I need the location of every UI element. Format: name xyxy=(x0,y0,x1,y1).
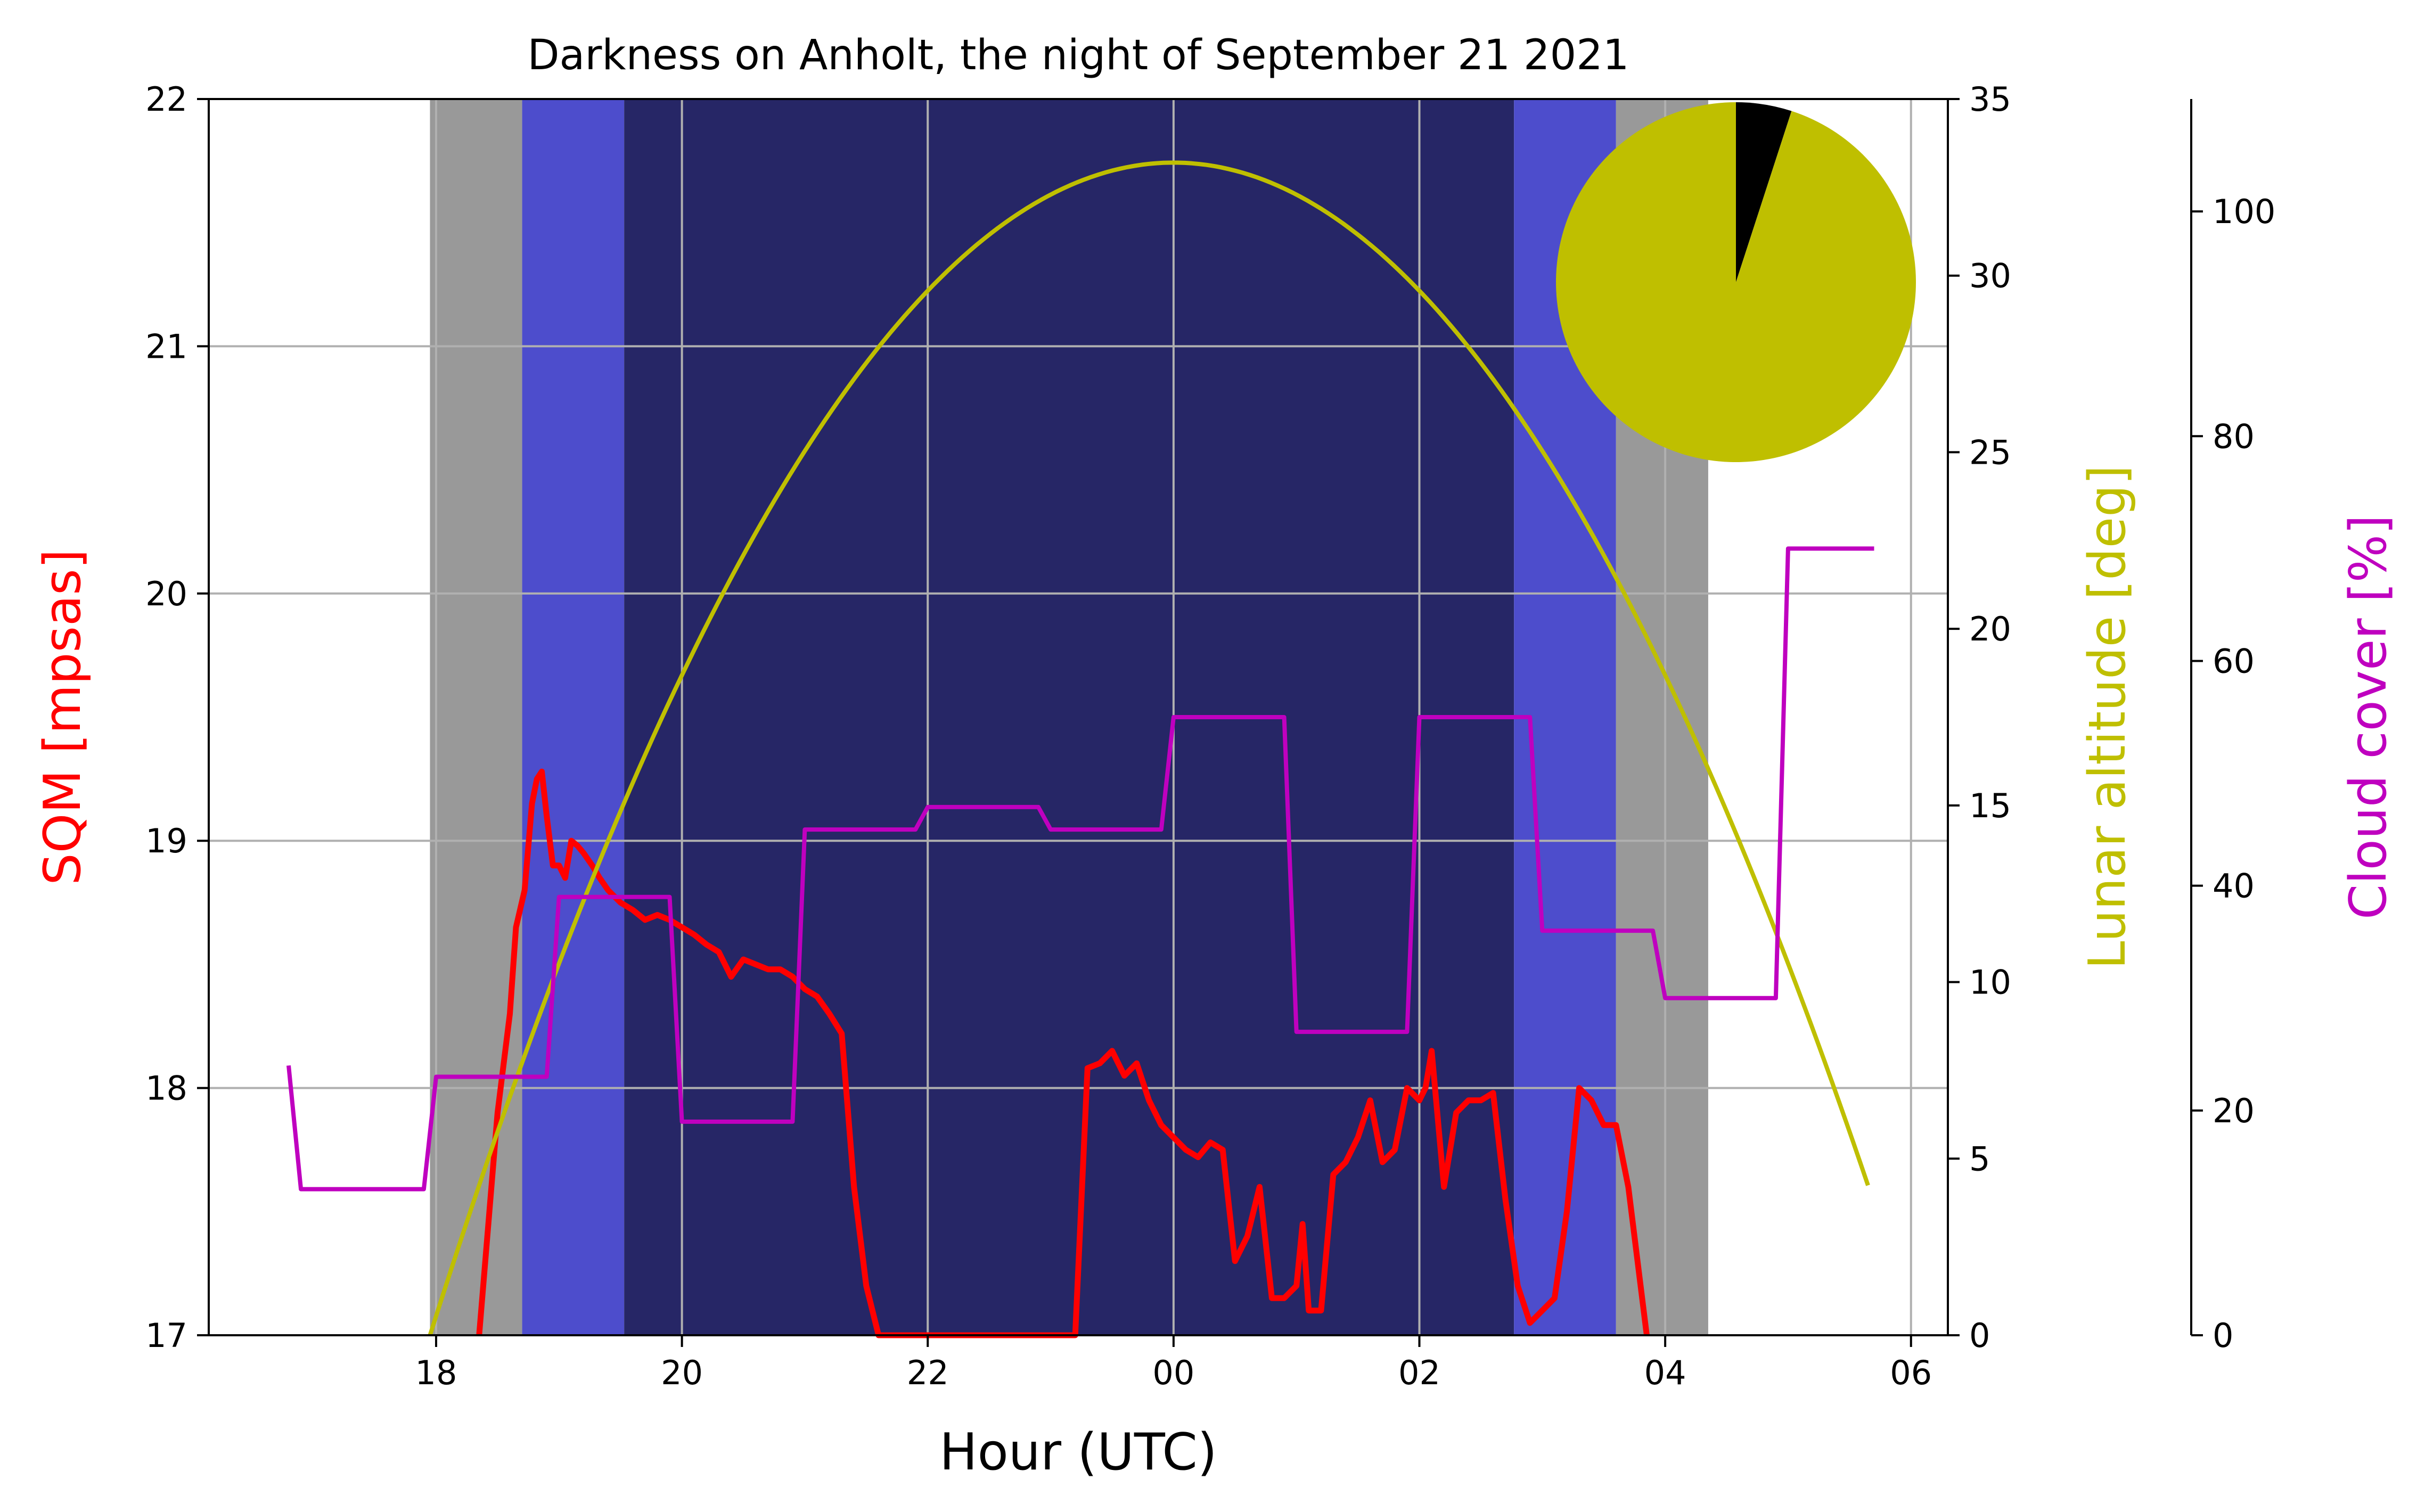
x-tick-label: 06 xyxy=(1890,1353,1932,1392)
cloud-tick-label: 40 xyxy=(2213,867,2255,906)
pie-slice xyxy=(1736,102,1792,282)
x-tick-label: 18 xyxy=(415,1353,457,1392)
x-axis-title: Hour (UTC) xyxy=(939,1423,1217,1482)
lunar-tick-label: 5 xyxy=(1969,1139,1990,1178)
lunar-series-line xyxy=(428,160,1870,1336)
x-tick-label: 22 xyxy=(907,1353,949,1392)
cloud-series-line xyxy=(286,546,1874,1191)
sqm-tick-label: 20 xyxy=(145,574,187,613)
lunar-tick-label: 30 xyxy=(1969,257,2011,295)
x-tick-label: 00 xyxy=(1152,1353,1194,1392)
x-tick-label: 04 xyxy=(1644,1353,1686,1392)
cloud-tick-label: 80 xyxy=(2213,417,2255,456)
darkness-band xyxy=(624,99,1514,1335)
x-tick-label: 02 xyxy=(1398,1353,1440,1392)
sqm-series-line xyxy=(476,768,1650,1338)
lunar-tick-label: 25 xyxy=(1969,433,2011,472)
darkness-band xyxy=(522,99,625,1335)
sqm-tick-label: 21 xyxy=(145,327,187,366)
sqm-tick-label: 17 xyxy=(145,1316,187,1355)
lunar-tick-label: 0 xyxy=(1969,1316,1990,1355)
cloud-tick-label: 0 xyxy=(2213,1316,2233,1355)
cloud-tick-label: 60 xyxy=(2213,642,2255,680)
axes-group: 18 20 22 00 02 04 06 17 18 19 20 21 22 0 5 10 15 20 25 30 35… xyxy=(145,80,2275,1392)
cloud-axis-title: Cloud cover [%] xyxy=(2339,515,2398,919)
moon-phase-pie xyxy=(1555,102,1916,462)
sqm-tick-label: 19 xyxy=(145,821,187,860)
lunar-axis-title: Lunar altitude [deg] xyxy=(2078,465,2137,969)
cloud-tick-label: 20 xyxy=(2213,1091,2255,1130)
sqm-axis-title: SQM [mpsas] xyxy=(34,549,92,885)
lunar-tick-label: 15 xyxy=(1969,786,2011,825)
x-tick-label: 20 xyxy=(661,1353,703,1392)
sqm-tick-label: 22 xyxy=(145,80,187,119)
lunar-tick-label: 20 xyxy=(1969,610,2011,648)
cloud-tick-label: 100 xyxy=(2213,192,2275,231)
sqm-tick-label: 18 xyxy=(145,1069,187,1108)
darkness-band xyxy=(430,99,522,1335)
lunar-tick-label: 35 xyxy=(1969,80,2011,119)
pie-slice xyxy=(1555,102,1916,462)
series-group xyxy=(286,160,1874,1338)
chart-title: Darkness on Anholt, the night of Septemb… xyxy=(527,31,1629,79)
plot-frame xyxy=(208,98,1949,1336)
lunar-tick-label: 10 xyxy=(1969,963,2011,1002)
